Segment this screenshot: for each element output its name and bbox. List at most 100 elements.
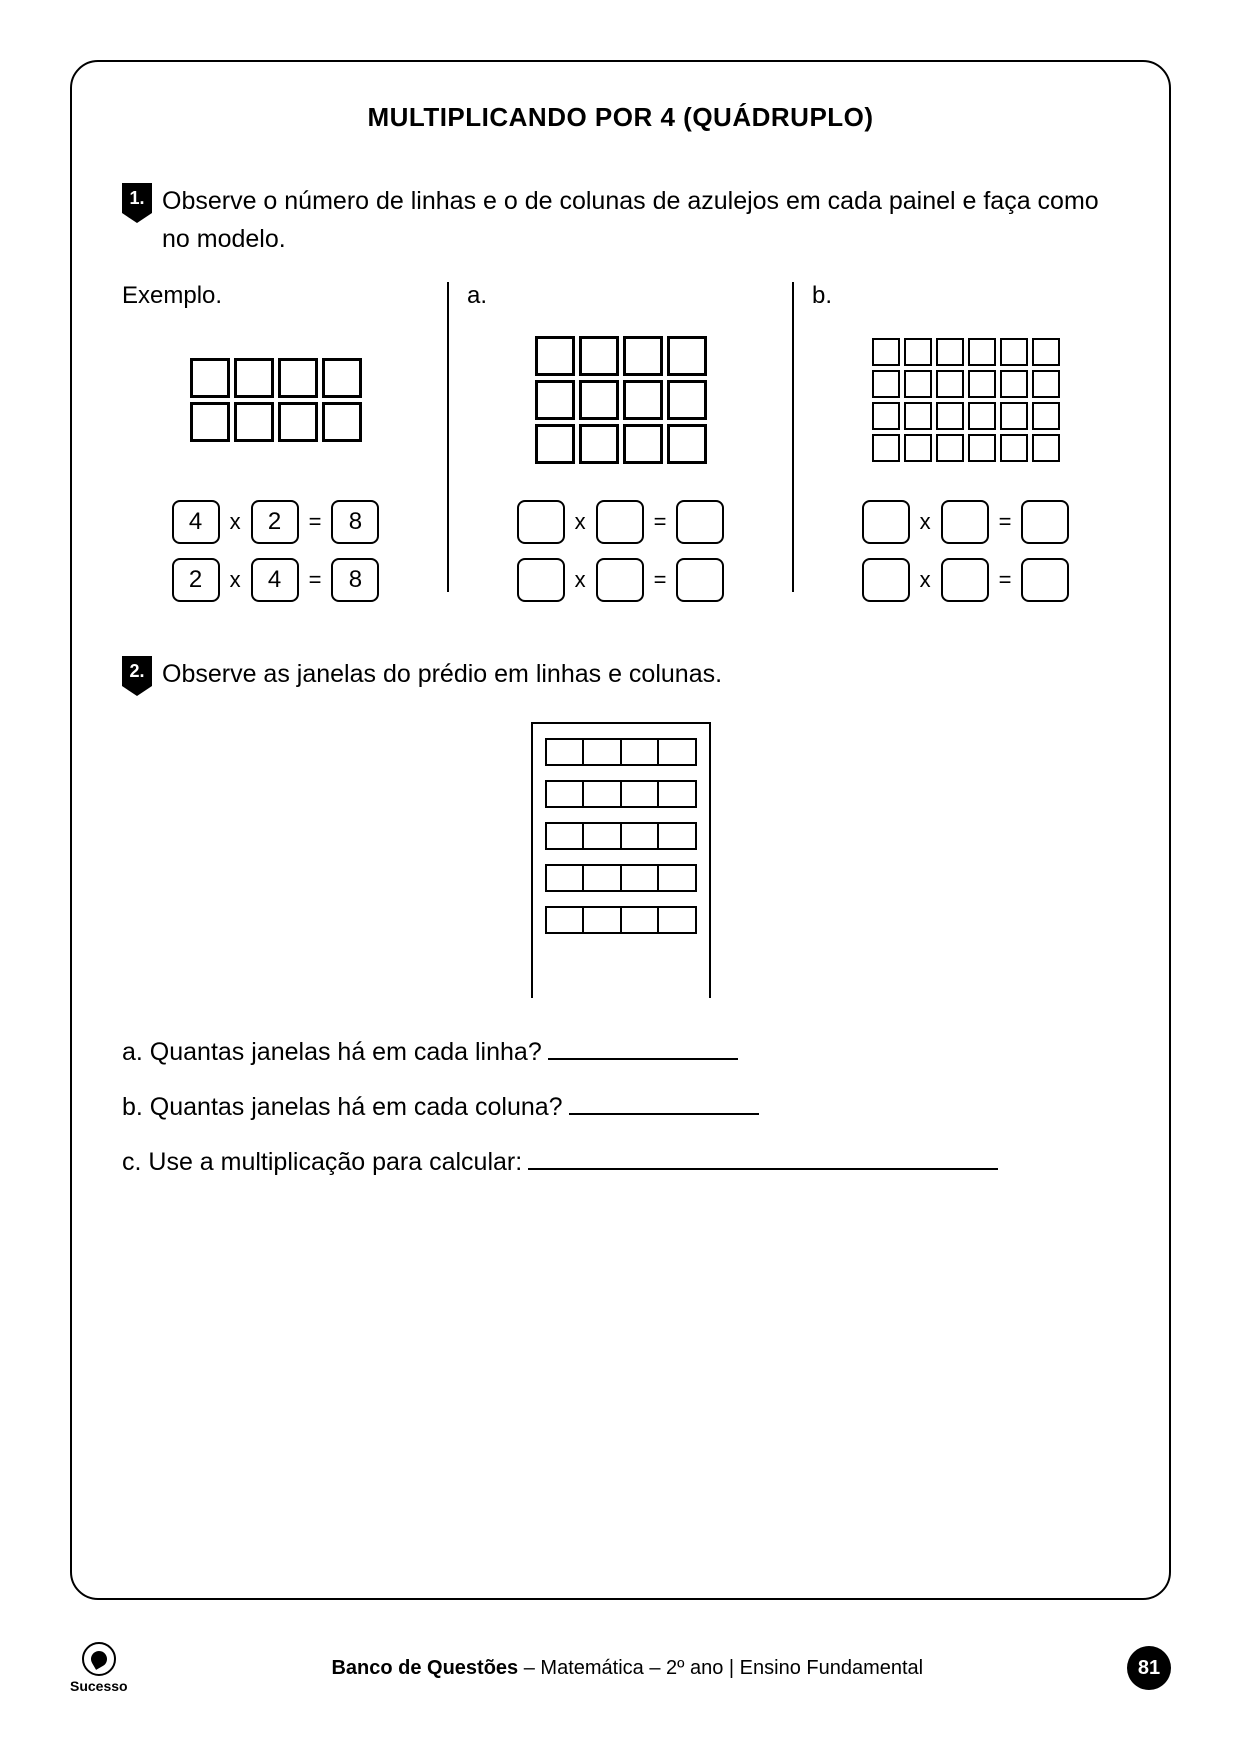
equation-row: 2x4=8: [122, 558, 429, 602]
equals-op: =: [654, 509, 667, 535]
tile: [872, 434, 900, 462]
window-row: [545, 822, 697, 850]
sub-question-text: a. Quantas janelas há em cada linha?: [122, 1038, 542, 1067]
tile: [968, 338, 996, 366]
answer-blank[interactable]: [569, 1093, 759, 1115]
window-cell: [659, 824, 695, 848]
times-op: x: [230, 567, 241, 593]
window-row: [545, 864, 697, 892]
window-row: [545, 738, 697, 766]
tile: [872, 370, 900, 398]
sub-question: b. Quantas janelas há em cada coluna?: [122, 1093, 1119, 1122]
window-cell: [659, 866, 695, 890]
q1-text: Observe o número de linhas e o de coluna…: [162, 183, 1119, 258]
panel-2: b.x=x=: [794, 282, 1119, 616]
window-cell: [547, 824, 585, 848]
equation-row: x=: [812, 558, 1119, 602]
equation-box[interactable]: [1021, 558, 1069, 602]
times-op: x: [575, 567, 586, 593]
q2-number-shield: 2.: [122, 656, 152, 686]
tile: [968, 402, 996, 430]
equation-box[interactable]: [596, 500, 644, 544]
tile: [1032, 338, 1060, 366]
window-cell: [547, 866, 585, 890]
equation-box[interactable]: [1021, 500, 1069, 544]
equation-row: x=: [467, 558, 774, 602]
tile: [872, 402, 900, 430]
equation-box[interactable]: 8: [331, 500, 379, 544]
question-2: 2. Observe as janelas do prédio em linha…: [122, 656, 1119, 694]
equation-row: 4x2=8: [122, 500, 429, 544]
tile: [1000, 338, 1028, 366]
equation-box[interactable]: [596, 558, 644, 602]
equation-row: x=: [812, 500, 1119, 544]
tile: [278, 358, 318, 398]
equation-box[interactable]: 2: [172, 558, 220, 602]
tile: [1032, 434, 1060, 462]
content-frame: MULTIPLICANDO POR 4 (QUÁDRUPLO) 1. Obser…: [70, 60, 1171, 1600]
equals-op: =: [999, 567, 1012, 593]
tile: [579, 424, 619, 464]
equation-box[interactable]: 4: [172, 500, 220, 544]
tile: [968, 370, 996, 398]
times-op: x: [920, 567, 931, 593]
q2-number: 2.: [129, 661, 144, 682]
sub-question-text: c. Use a multiplicação para calcular:: [122, 1148, 522, 1177]
tile: [904, 370, 932, 398]
panel-label: b.: [812, 282, 1119, 310]
page-title: MULTIPLICANDO POR 4 (QUÁDRUPLO): [122, 102, 1119, 133]
equation-box[interactable]: 4: [251, 558, 299, 602]
tile: [1032, 402, 1060, 430]
equation-box[interactable]: [676, 558, 724, 602]
tile: [1000, 370, 1028, 398]
times-op: x: [230, 509, 241, 535]
panel-label: Exemplo.: [122, 282, 429, 310]
tile: [936, 370, 964, 398]
page-footer: Sucesso Banco de Questões – Matemática –…: [70, 1642, 1171, 1694]
q1-panels: Exemplo.4x2=82x4=8a.x=x=b.x=x=: [122, 282, 1119, 616]
tile: [234, 402, 274, 442]
window-cell: [584, 866, 622, 890]
sub-question: c. Use a multiplicação para calcular:: [122, 1148, 1119, 1177]
tile: [1032, 370, 1060, 398]
equation-box[interactable]: [862, 558, 910, 602]
footer-rest: – Matemática – 2º ano | Ensino Fundament…: [518, 1657, 923, 1679]
equation-box[interactable]: [941, 500, 989, 544]
equation-box[interactable]: [862, 500, 910, 544]
window-cell: [622, 824, 660, 848]
tile: [579, 380, 619, 420]
footer-bold: Banco de Questões: [331, 1657, 518, 1679]
answer-blank[interactable]: [548, 1038, 738, 1060]
window-cell: [659, 908, 695, 932]
equation-box[interactable]: 2: [251, 500, 299, 544]
tile: [936, 402, 964, 430]
equation-box[interactable]: [676, 500, 724, 544]
equation-box[interactable]: [517, 500, 565, 544]
q1-number-shield: 1.: [122, 183, 152, 213]
answer-blank[interactable]: [528, 1148, 998, 1170]
q1-number: 1.: [129, 188, 144, 209]
equals-op: =: [999, 509, 1012, 535]
window-cell: [659, 740, 695, 764]
tile: [623, 380, 663, 420]
tile: [190, 358, 230, 398]
window-cell: [659, 782, 695, 806]
equation-box[interactable]: [941, 558, 989, 602]
tile: [904, 338, 932, 366]
tile: [535, 336, 575, 376]
tile: [968, 434, 996, 462]
window-cell: [584, 908, 622, 932]
window-cell: [622, 782, 660, 806]
equation-box[interactable]: [517, 558, 565, 602]
panel-label: a.: [467, 282, 774, 310]
tile-grid-wrap: [122, 330, 429, 470]
tile-grid: [188, 356, 364, 444]
page: MULTIPLICANDO POR 4 (QUÁDRUPLO) 1. Obser…: [0, 0, 1241, 1754]
tile: [535, 380, 575, 420]
tile: [904, 434, 932, 462]
tile: [535, 424, 575, 464]
equals-op: =: [654, 567, 667, 593]
window-cell: [622, 866, 660, 890]
equation-box[interactable]: 8: [331, 558, 379, 602]
footer-text: Banco de Questões – Matemática – 2º ano …: [128, 1657, 1127, 1680]
